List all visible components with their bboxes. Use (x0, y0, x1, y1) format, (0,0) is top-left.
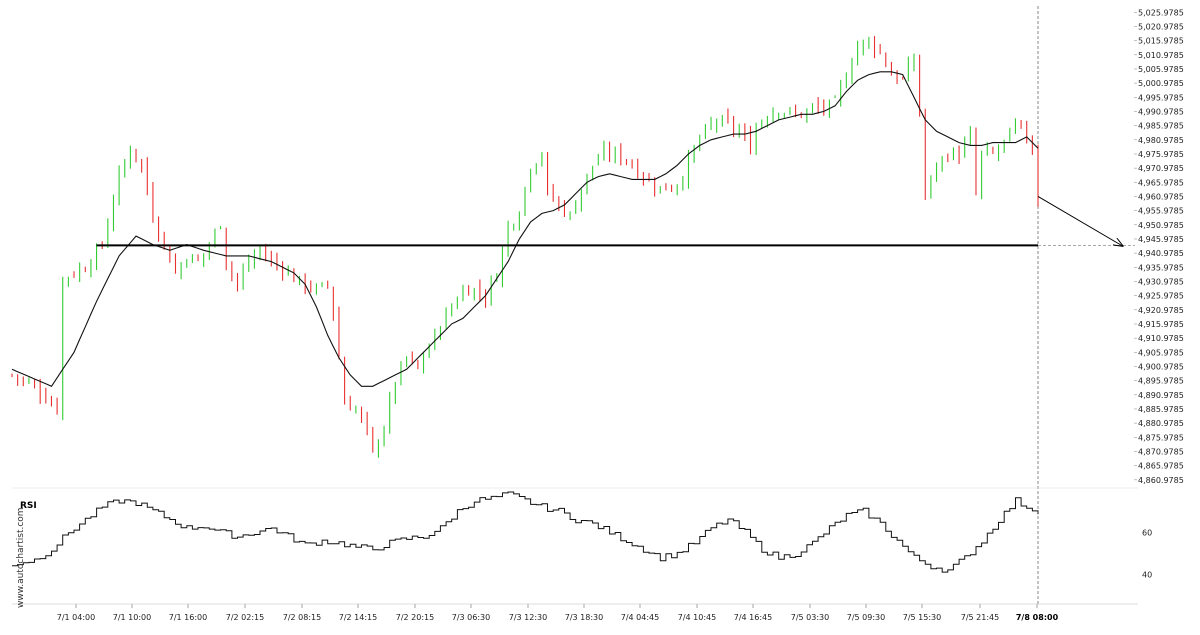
y-tick-label: 4,955.9785 (1138, 207, 1184, 216)
forecast-arrow (1037, 195, 1123, 246)
y-tick-label: 4,890.9785 (1138, 391, 1184, 400)
y-tick-label: 4,870.9785 (1138, 447, 1184, 456)
rsi-panel: 60 40 (12, 487, 1152, 580)
annotations (96, 195, 1123, 246)
y-tick-label: 4,930.9785 (1138, 277, 1184, 286)
y-tick-label: 4,990.9785 (1138, 107, 1184, 116)
y-tick-label: 4,910.9785 (1138, 334, 1184, 343)
y-tick-label: 4,970.9785 (1138, 164, 1184, 173)
x-tick-label: 7/1 10:00 (113, 613, 151, 622)
x-tick-label: 7/4 16:45 (734, 613, 772, 622)
x-tick-label: 7/5 21:45 (961, 613, 999, 622)
y-tick-label: 4,935.9785 (1138, 263, 1184, 272)
x-tick-label: 7/3 18:30 (565, 613, 603, 622)
x-tick-label: 7/5 09:30 (847, 613, 885, 622)
rsi-line (12, 491, 1039, 573)
x-tick-label: 7/5 03:30 (791, 613, 829, 622)
x-tick-label: 7/1 04:00 (57, 613, 95, 622)
axes: 5,025.9785 5,020.9785 5,015.9785 5,010.9785… (12, 8, 1184, 622)
y-tick-label: 5,000.9785 (1138, 79, 1184, 88)
y-tick-label: 4,895.9785 (1138, 377, 1184, 386)
candles (11, 36, 1039, 458)
x-tick-label: 7/3 12:30 (509, 613, 547, 622)
x-tick-label: 7/4 10:45 (678, 613, 716, 622)
y-tick-label: 4,905.9785 (1138, 348, 1184, 357)
y-tick-label: 5,005.9785 (1138, 65, 1184, 74)
x-tick-label: 7/2 14:15 (339, 613, 377, 622)
y-tick-label: 4,980.9785 (1138, 136, 1184, 145)
y-tick-label: 4,945.9785 (1138, 235, 1184, 244)
y-tick-label: 4,875.9785 (1138, 433, 1184, 442)
x-tick-label: 7/1 16:00 (169, 613, 207, 622)
y-tick-label: 4,885.9785 (1138, 405, 1184, 414)
y-tick-label: 4,985.9785 (1138, 122, 1184, 131)
x-tick-label: 7/2 08:15 (283, 613, 321, 622)
y-tick-label: 4,920.9785 (1138, 306, 1184, 315)
x-tick-label: 7/3 06:30 (452, 613, 490, 622)
rsi-tick-label: 60 (1142, 528, 1152, 537)
x-tick-label: 7/8 08:00 (1016, 613, 1059, 622)
y-tick-label: 4,975.9785 (1138, 150, 1184, 159)
watermark: www.autochartist.com (16, 507, 26, 608)
y-tick-label: 4,900.9785 (1138, 362, 1184, 371)
y-tick-label: 4,965.9785 (1138, 178, 1184, 187)
y-tick-label: 4,950.9785 (1138, 221, 1184, 230)
y-tick-label: 4,960.9785 (1138, 192, 1184, 201)
x-tick-label: 7/4 04:45 (621, 613, 659, 622)
y-tick-label: 4,880.9785 (1138, 419, 1184, 428)
y-tick-label: 4,860.9785 (1138, 476, 1184, 485)
x-tick-label: 7/2 02:15 (226, 613, 264, 622)
y-tick-label: 5,015.9785 (1138, 37, 1184, 46)
rsi-label: RSI (20, 501, 37, 511)
y-tick-label: 5,010.9785 (1138, 51, 1184, 60)
y-tick-label: 4,940.9785 (1138, 249, 1184, 258)
y-tick-label: 4,995.9785 (1138, 93, 1184, 102)
y-tick-label: 4,925.9785 (1138, 292, 1184, 301)
y-tick-label: 5,020.9785 (1138, 22, 1184, 31)
y-tick-label: 5,025.9785 (1138, 8, 1184, 17)
y-tick-label: 4,865.9785 (1138, 462, 1184, 471)
x-tick-label: 7/2 20:15 (396, 613, 434, 622)
y-tick-label: 4,915.9785 (1138, 320, 1184, 329)
rsi-tick-label: 40 (1142, 571, 1152, 580)
x-tick-label: 7/5 15:30 (903, 613, 941, 622)
